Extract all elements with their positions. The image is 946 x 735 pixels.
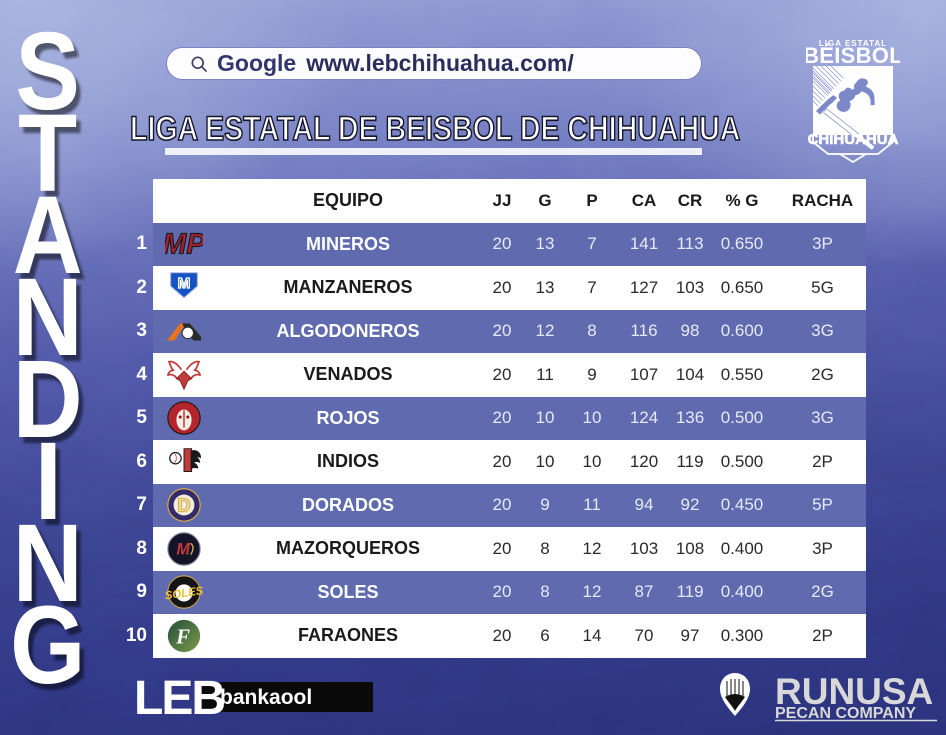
svg-text:M: M — [178, 275, 191, 292]
svg-text:CHIHUAHUA: CHIHUAHUA — [808, 131, 899, 148]
svg-text:BÉISBOL: BÉISBOL — [806, 43, 900, 68]
svg-text:bankaool: bankaool — [220, 686, 312, 709]
svg-text:F: F — [175, 624, 190, 648]
svg-text:M: M — [176, 540, 190, 558]
svg-text:MP: MP — [165, 229, 203, 261]
svg-text:LEB: LEB — [134, 674, 224, 720]
svg-text:D: D — [177, 496, 190, 516]
svg-text:PECAN COMPANY: PECAN COMPANY — [775, 705, 916, 722]
